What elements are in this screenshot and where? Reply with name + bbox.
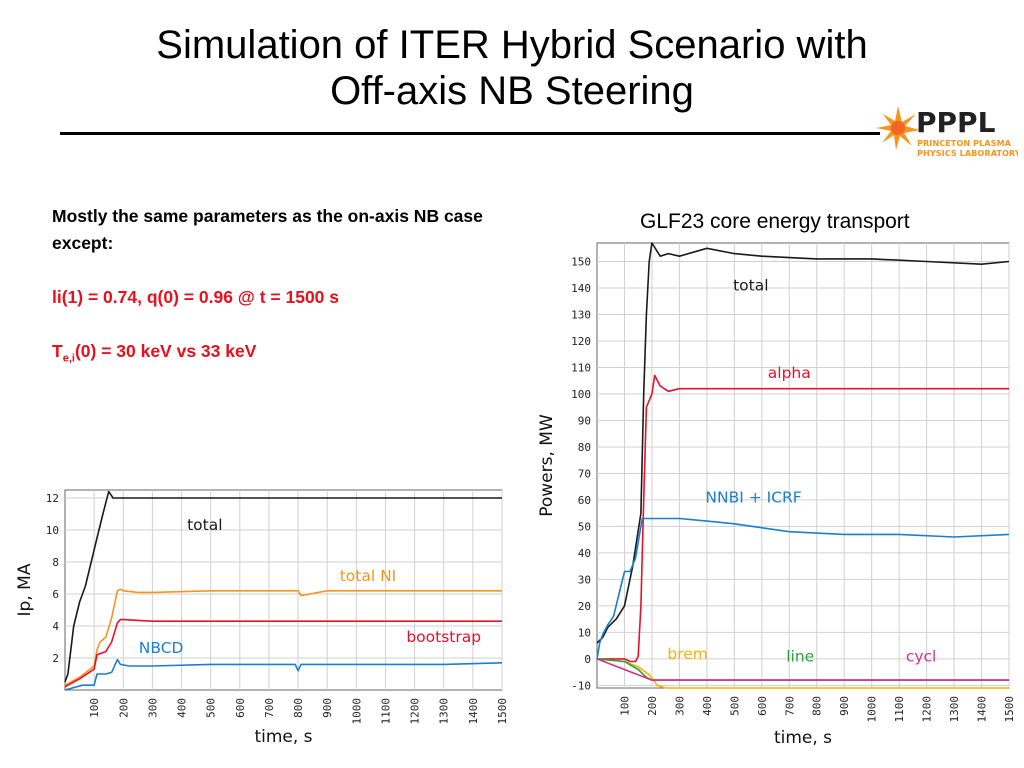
y-tick-label: 140 [571,282,591,295]
pppl-logo: PPPL PRINCETON PLASMA PHYSICS LABORATORY [876,106,1018,158]
y-tick-label: 10 [46,524,59,537]
series-line-brem [596,658,1009,689]
series-line-total [596,242,1010,644]
x-tick-label: 100 [618,696,631,716]
y-axis-label: Powers, MW [537,414,557,517]
x-tick-label: 900 [838,696,851,716]
y-tick-label: 70 [578,467,591,480]
series-line-total [64,490,502,683]
logo-line-2: PHYSICS LABORATORY [917,148,1018,158]
slide-title-line-2: Off-axis NB Steering [330,69,694,113]
x-tick-label: 300 [146,698,159,718]
y-tick-label: 20 [578,600,591,613]
series-label-line: line [786,648,814,666]
y-axis-label: Ip, MA [15,563,35,616]
slide-title-line-1: Simulation of ITER Hybrid Scenario with [156,23,868,67]
y-tick-label: 80 [578,441,591,454]
y-tick-label: 10 [578,626,591,639]
series-line-cycl [596,658,1009,681]
notes-para-3-sub: e,i [62,352,75,365]
x-tick-label: 1300 [948,696,961,723]
slide-title: Simulation of ITER Hybrid Scenario with … [0,22,1024,114]
series-line-alpha [597,374,1009,663]
x-tick-label: 500 [728,696,741,716]
y-tick-label: 12 [46,492,59,505]
y-tick-label: 100 [571,388,591,401]
x-axis-label: time, s [774,728,832,748]
x-tick-label: 700 [783,696,796,716]
x-tick-label: 400 [176,698,189,718]
x-tick-label: 600 [234,698,247,718]
x-tick-label: 100 [88,698,101,718]
x-tick-label: 1100 [893,696,906,723]
notes-para-3-rest: (0) = 30 keV vs 33 keV [74,341,257,361]
x-tick-label: 1000 [350,698,363,725]
y-tick-label: 30 [578,573,591,586]
right-chart-title: GLF23 core energy transport [640,210,910,233]
notes-para-2: li(1) = 0.74, q(0) = 0.96 @ t = 1500 s [52,287,340,307]
series-line-nnbi-icrf [596,517,1010,660]
y-tick-label: 6 [52,588,59,601]
series-label-total: total [733,277,768,295]
notes-text: Mostly the same parameters as the on-axi… [52,203,492,400]
power-chart: 100 200 300 400 500 600 700 800 900 1000 1100 1200 1… [537,242,1016,748]
y-tick-label: 120 [571,335,591,348]
x-tick-label: 600 [756,696,769,716]
x-tick-label: 1000 [866,696,879,723]
y-tick-label: 4 [52,620,59,633]
series-label-nbcd: NBCD [139,639,184,657]
series-label-brem: brem [667,645,708,663]
logo-line-1: PRINCETON PLASMA [917,138,1012,148]
y-tick-label: 8 [52,556,59,569]
y-tick-label: 110 [571,361,591,374]
x-tick-label: 1300 [438,698,451,725]
plot-area [596,242,1010,689]
x-tick-label: 1500 [496,698,509,725]
series-label-total-ni: total NI [340,567,397,585]
title-underline [60,132,880,135]
x-tick-label: 1400 [976,696,989,723]
x-tick-label: 500 [205,698,218,718]
notes-para-3-prefix: T [52,341,63,361]
logo-name: PPPL [916,106,996,139]
series-label-alpha: alpha [768,364,811,382]
x-axis-label: time, s [254,727,312,747]
series-label-bootstrap: bootstrap [406,628,481,646]
y-tick-label: -10 [571,679,591,692]
y-tick-label: 2 [52,652,59,665]
y-tick-label: 90 [578,414,591,427]
x-tick-label: 800 [811,696,824,716]
notes-para-3: Te,i(0) = 30 keV vs 33 keV [52,338,492,373]
y-tick-label: 50 [578,520,591,533]
x-tick-label: 400 [701,696,714,716]
x-tick-label: 300 [673,696,686,716]
x-tick-label: 700 [263,698,276,718]
series-label-total: total [187,516,222,534]
y-tick-label: 60 [578,494,591,507]
x-tick-label: 900 [321,698,334,718]
series-line-total-ni [64,588,502,686]
x-tick-label: 1200 [409,698,422,725]
x-tick-label: 200 [646,696,659,716]
x-tick-label: 1400 [467,698,480,725]
series-label-cycl: cycl [906,648,937,666]
notes-para-1: Mostly the same parameters as the on-axi… [52,206,483,253]
y-tick-label: 150 [571,256,591,269]
x-tick-label: 1500 [1003,696,1016,723]
y-tick-label: 0 [584,653,591,666]
y-tick-label: 130 [571,309,591,322]
x-tick-label: 200 [117,698,130,718]
series-line-bootstrap [64,618,502,688]
x-tick-label: 1100 [379,698,392,725]
series-label-nnbi-icrf: NNBI + ICRF [705,489,801,507]
x-tick-label: 800 [292,698,305,718]
series-line-nbcd [64,658,503,691]
x-tick-label: 1200 [921,696,934,723]
y-tick-label: 40 [578,547,591,560]
sunburst-icon [876,106,920,150]
current-chart: 100 200 300 400 500 600 700 800 900 1000 1100 1200 1… [15,489,509,747]
